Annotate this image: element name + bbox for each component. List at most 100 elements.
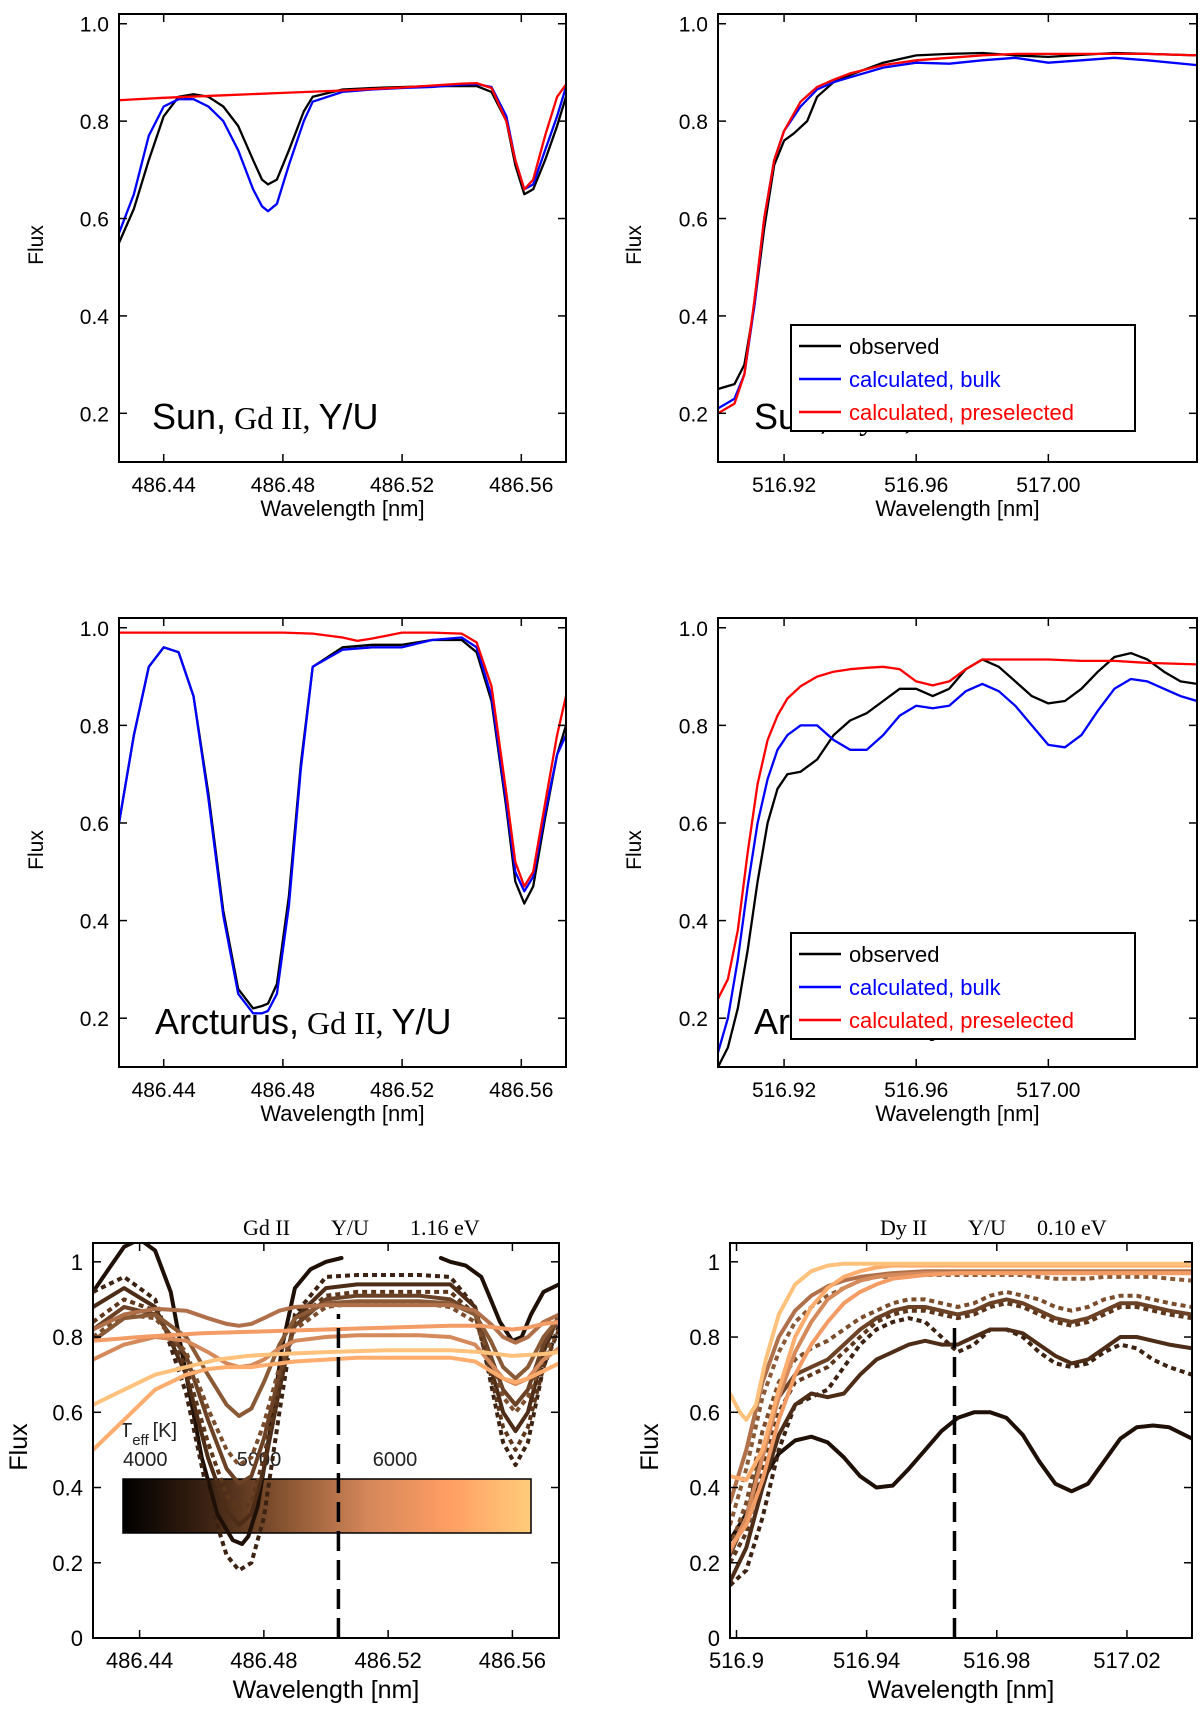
x-tick-label: 516.96 <box>884 474 948 497</box>
x-tick-label: 486.52 <box>370 1079 434 1102</box>
x-tick-label: 517.02 <box>1093 1648 1160 1673</box>
x-tick-label: 486.44 <box>132 474 197 497</box>
y-tick-label: 0.8 <box>679 111 708 134</box>
y-tick-label: 0.6 <box>689 1400 720 1425</box>
series-line-calculated-bulk <box>119 636 566 1015</box>
y-tick-label: 0.8 <box>689 1325 720 1350</box>
y-tick-label: 0.4 <box>679 306 709 329</box>
x-tick-label: 516.9 <box>709 1648 764 1673</box>
header-energy-label: 1.16 eV <box>410 1215 480 1240</box>
x-tick-label: 486.56 <box>489 1079 553 1102</box>
y-axis-label: Flux <box>25 225 48 265</box>
y-axis-label: Flux <box>25 830 48 870</box>
axes-frame <box>118 13 567 463</box>
axes-frame <box>118 617 567 1068</box>
y-tick-label: 0.6 <box>52 1400 83 1425</box>
panel-b: 0.2 0.4 0.6 0.8 1.0 516.92 516.96 517.00Wavelen… <box>623 13 1198 521</box>
x-axis-label: Wavelength [nm] <box>875 1101 1039 1126</box>
y-axis-label: Flux <box>623 830 646 870</box>
colorbar-label: Teff [K] <box>120 1420 177 1449</box>
series-line-4650-k <box>730 1297 1192 1558</box>
y-tick-label: 0.4 <box>80 911 110 934</box>
x-axis-label: Wavelength [nm] <box>875 496 1039 521</box>
y-tick-label: 1 <box>708 1250 720 1275</box>
y-tick-label: 1 <box>71 1250 83 1275</box>
legend-entry: observed <box>849 942 940 967</box>
panel-annotation: Sun, Gd II, Y/U <box>152 396 379 437</box>
colorbar-label-main: T <box>120 1420 132 1442</box>
colorbar-label-sub: eff <box>132 1432 149 1449</box>
y-tick-label: 0.2 <box>52 1551 83 1576</box>
x-tick-label: 516.94 <box>833 1648 900 1673</box>
axes-frame <box>729 1242 1193 1639</box>
header-energy-label: 0.10 eV <box>1037 1215 1107 1240</box>
series-line-calculated-preselected <box>718 658 1197 1000</box>
x-axis-label: Wavelength [nm] <box>260 496 424 521</box>
y-axis-label: Flux <box>623 225 646 265</box>
y-tick-label: 0.8 <box>80 715 109 738</box>
series-line-6100-k <box>93 1320 559 1343</box>
header-line-label: Gd II <box>243 1215 290 1240</box>
y-tick-label: 0.4 <box>52 1476 83 1501</box>
legend-entry: calculated, bulk <box>849 975 1002 1000</box>
y-tick-label: 0.2 <box>679 1008 708 1031</box>
x-tick-label: 486.44 <box>106 1648 173 1673</box>
series-line-4500-k <box>730 1301 1192 1564</box>
series-line-6800-k <box>730 1261 1192 1422</box>
colorbar-label-unit: [K] <box>153 1420 177 1442</box>
axes-frame <box>92 1242 560 1639</box>
series-group <box>718 651 1197 1067</box>
panel-c: 0.2 0.4 0.6 0.8 1.0 486.44 486.48 486.52 486.56 W… <box>25 617 567 1126</box>
legend-box <box>790 324 1136 432</box>
colorbar <box>122 1478 532 1534</box>
y-axis-label: Flux <box>636 1423 664 1471</box>
x-tick-label: 486.52 <box>354 1648 421 1673</box>
series-line-calculated-bulk <box>718 677 1197 1054</box>
y-tick-label: 0.6 <box>679 209 708 232</box>
series-line-3970-k <box>93 1243 344 1546</box>
annotation-star: Sun, <box>152 396 226 437</box>
annotation-tag: Y/U <box>318 396 378 437</box>
y-tick-label: 0.6 <box>679 813 708 836</box>
x-tick-label: 486.44 <box>132 1079 197 1102</box>
x-tick-label: 516.92 <box>752 1079 816 1102</box>
y-axis-label: Flux <box>5 1423 33 1471</box>
colorbar-tick-label: 6000 <box>373 1449 418 1471</box>
series-line-calculated-preselected <box>119 631 566 888</box>
series-line-4400-k <box>730 1327 1192 1584</box>
x-tick-label: 517.00 <box>1016 1079 1080 1102</box>
series-line-4500-k <box>93 1289 559 1513</box>
legend-entry: observed <box>849 334 940 359</box>
colorbar-tick-label: 4000 <box>123 1449 168 1471</box>
series-line-6100-k <box>730 1271 1192 1550</box>
panel-a: 0.2 0.4 0.6 0.8 1.0 486.44 486.48 486.52 486.56 W… <box>25 13 567 521</box>
series-line-observed <box>119 638 566 1010</box>
series-line-observed <box>119 84 566 245</box>
series-group <box>718 51 1197 415</box>
series-line-5300-k <box>93 1303 559 1345</box>
y-tick-label: 0.2 <box>80 403 109 426</box>
legend-entry: calculated, preselected <box>849 1008 1074 1033</box>
series-line-4300-k <box>93 1273 559 1573</box>
y-tick-label: 0 <box>71 1626 83 1651</box>
x-axis-label: Wavelength [nm] <box>260 1101 424 1126</box>
annotation-ion: Gd II, <box>234 400 310 436</box>
x-axis-label: Wavelength [nm] <box>868 1676 1055 1704</box>
y-tick-label: 0.8 <box>52 1325 83 1350</box>
series-line-3970-k <box>730 1410 1192 1543</box>
annotation-ion: Gd II, <box>307 1005 383 1041</box>
panel-d: 0.2 0.4 0.6 0.8 1.0 516.92 516.96 517.00Wavelen… <box>623 617 1198 1126</box>
y-tick-label: 0.4 <box>80 306 110 329</box>
x-tick-label: 516.96 <box>884 1079 948 1102</box>
legend-box <box>790 932 1136 1040</box>
series-line-calculated-preselected <box>119 81 566 191</box>
legend-entry: calculated, bulk <box>849 367 1002 392</box>
series-line-4400-k <box>93 1282 559 1528</box>
x-tick-label: 486.48 <box>251 1079 315 1102</box>
x-tick-label: 517.00 <box>1016 474 1080 497</box>
y-tick-label: 1.0 <box>80 14 109 37</box>
y-tick-label: 1.0 <box>679 618 708 641</box>
header-tag-label: Y/U <box>968 1215 1006 1240</box>
